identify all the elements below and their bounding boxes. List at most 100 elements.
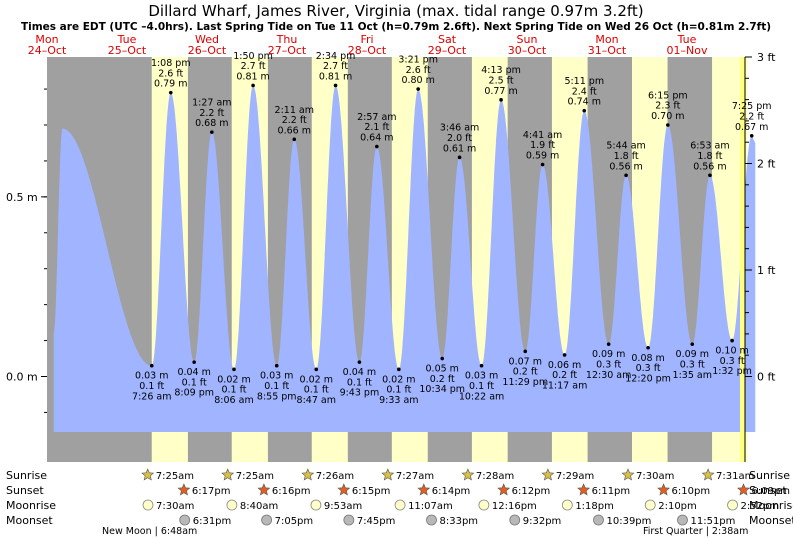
low-tide-label: 10:22 am (459, 391, 504, 402)
moonset-time: 11:51pm (690, 516, 735, 527)
high-tide-label: 0.64 m (360, 133, 393, 144)
sunset-time: 6:12pm (512, 486, 551, 497)
high-tide-label: 4:41 am (523, 130, 562, 141)
low-tide-label: 1:35 am (673, 370, 712, 381)
moonset-time: 9:32pm (523, 516, 562, 527)
sunrise-icon (701, 468, 715, 481)
high-tide-label: 2.1 ft (364, 122, 389, 133)
sunset-time: 6:10pm (672, 486, 711, 497)
axes: 0.5 m 0.0 m 3 ft 2 ft 1 ft 0 ft (6, 51, 776, 462)
day-name: Tue (677, 33, 697, 46)
day-name: Tue (117, 33, 137, 46)
moonset-time: 8:33pm (439, 516, 478, 527)
sunset-time: 6:09pm (751, 486, 790, 497)
high-tide-label: 0.61 m (443, 143, 476, 154)
row-label-left: Sunrise (6, 469, 47, 482)
day-date: 26–Oct (188, 44, 227, 57)
low-tide-label: 1:32 pm (712, 366, 752, 377)
tide-point (210, 130, 214, 134)
low-tide-label: 0.03 m (465, 371, 498, 382)
right-axis-strip (740, 57, 745, 462)
low-tide-label: 8:47 am (297, 395, 336, 406)
high-tide-label: 2.7 ft (323, 61, 348, 72)
sunrise-icon (221, 468, 235, 481)
low-tide-label: 8:09 pm (174, 388, 214, 399)
day-name: Fri (360, 33, 373, 46)
tide-point (232, 367, 236, 372)
high-tide-label: 2.2 ft (739, 111, 764, 122)
moonrise-time: 9:53am (324, 501, 362, 512)
high-tide-label: 2.3 ft (655, 101, 680, 112)
tide-curve (53, 85, 756, 432)
sunset-time: 6:14pm (432, 486, 471, 497)
high-tide-label: 1:27 am (192, 98, 231, 109)
tide-point (499, 98, 503, 102)
high-tide-label: 0.68 m (195, 118, 228, 129)
tide-point (666, 123, 670, 127)
day-date: 24–Oct (28, 44, 67, 57)
low-tide-label: 0.1 ft (347, 377, 372, 388)
low-tide-label: 0.09 m (676, 349, 709, 360)
high-tide-label: 0.66 m (278, 125, 311, 136)
moonset-icon (343, 514, 355, 526)
row-label-left: Moonrise (6, 499, 56, 512)
sunrise-time: 7:28am (476, 471, 514, 482)
moonset-time: 7:45pm (357, 516, 396, 527)
day-name: Mon (35, 33, 58, 46)
tide-point (314, 367, 319, 372)
tide-point (440, 356, 445, 361)
sunrise-time: 7:29am (556, 471, 594, 482)
sunrise-icon (381, 468, 395, 481)
row-label-right: Sunset (749, 484, 787, 497)
low-tide-label: 0.1 ft (264, 381, 289, 392)
moonset-icon (179, 514, 191, 526)
tide-point (416, 87, 420, 91)
sunset-time: 6:16pm (272, 486, 311, 497)
sunset-icon (657, 483, 671, 496)
low-tide-label: 9:33 am (379, 395, 418, 406)
chart-subtitle: Times are EDT (UTC –4.0hrs). Last Spring… (21, 21, 771, 33)
sunset-time: 6:17pm (192, 486, 231, 497)
high-tide-label: 2:57 am (357, 112, 396, 123)
moonset-icon (509, 514, 521, 526)
low-tide-label: 9:43 pm (340, 388, 380, 399)
high-tide-label: 2.7 ft (241, 61, 266, 72)
high-tide-label: 2.6 ft (406, 65, 431, 76)
high-tide-label: 0.74 m (568, 97, 601, 108)
moonset-time: 6:31pm (193, 516, 232, 527)
row-label-right: Moonset (749, 514, 793, 527)
high-tide-label: 1.8 ft (697, 151, 722, 162)
high-tide-label: 1:08 pm (151, 58, 191, 69)
tide-point (624, 173, 628, 178)
low-tide-label: 0.3 ft (720, 356, 745, 367)
low-tide-label: 0.07 m (509, 356, 542, 367)
sunset-icon (577, 483, 591, 496)
tide-area (53, 85, 756, 432)
sunset-icon (417, 483, 431, 496)
sunset-time: 6:11pm (592, 486, 631, 497)
high-tide-label: 0.81 m (236, 71, 269, 82)
low-tide-label: 8:55 pm (257, 391, 297, 402)
high-tide-label: 0.56 m (693, 161, 726, 172)
moonrise-icon (478, 499, 490, 511)
moonset-icon (426, 514, 437, 526)
moonrise-icon (644, 499, 656, 511)
low-tide-label: 8:06 am (214, 395, 253, 406)
moonset-icon (593, 514, 604, 526)
moonset-time: 10:39pm (606, 516, 651, 527)
low-tide-label: 0.10 m (715, 346, 748, 357)
sunrise-time: 7:31am (716, 471, 754, 482)
day-date: 25–Oct (108, 44, 147, 57)
row-label-left: Sunset (6, 484, 44, 497)
tide-point (749, 133, 754, 138)
tide-point (333, 83, 338, 88)
low-tide-label: 0.02 m (382, 374, 415, 385)
low-tide-label: 0.1 ft (139, 381, 164, 392)
day-name: Sun (517, 33, 538, 46)
low-tide-label: 7:26 am (132, 391, 171, 402)
high-tide-label: 0.80 m (401, 75, 434, 86)
moonrise-time: 7:30am (156, 501, 194, 512)
high-tide-label: 1.9 ft (530, 140, 555, 151)
high-tide-label: 1:50 pm (233, 51, 273, 62)
tide-point (582, 108, 587, 113)
